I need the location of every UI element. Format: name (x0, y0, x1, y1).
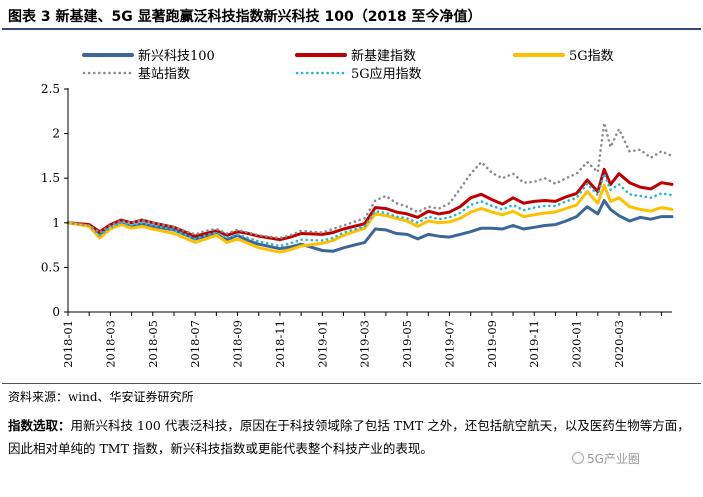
x-tick-label: 2019-01 (315, 320, 329, 368)
x-tick-label: 2019-03 (358, 320, 372, 368)
x-tick-label: 2018-07 (188, 320, 202, 368)
index-note: 指数选取：用新兴科技 100 代表泛科技，原因在于科技领域除了包括 TMT 之外… (8, 414, 698, 460)
y-tick-label: 2.5 (41, 82, 60, 96)
legend-label-3: 基站指数 (138, 67, 190, 82)
x-tick-label: 2019-09 (485, 320, 499, 368)
x-tick-label: 2020-03 (612, 320, 626, 368)
y-tick-label: 1 (52, 216, 60, 230)
chart-axes: 0 0.5 1 1.5 2 2.5 2018-01 2018-03 2018-05 2018-07… (41, 82, 672, 368)
x-tick-label: 2019-07 (442, 320, 456, 368)
legend-label-0: 新兴科技100 (138, 48, 215, 64)
y-tick-label: 0.5 (41, 260, 60, 274)
x-tick-label: 2020-01 (570, 320, 584, 368)
source-text: 资料来源：wind、华安证券研究所 (8, 390, 194, 404)
watermark-text: 5G产业圈 (587, 452, 640, 466)
y-tick-label: 1.5 (41, 171, 60, 185)
x-tick-label: 2018-11 (273, 320, 287, 368)
legend-label-4: 5G应用指数 (351, 66, 422, 82)
x-tick-label: 2018-01 (61, 320, 75, 368)
legend-label-1: 新基建指数 (351, 48, 416, 64)
plot-area (66, 121, 674, 254)
x-tick-label: 2018-03 (103, 320, 117, 368)
chart-title: 图表 3 新基建、5G 显著跑赢泛科技指数新兴科技 100（2018 至今净值） (8, 9, 482, 25)
watermark: 5G产业圈 (572, 450, 640, 467)
title-rule (2, 28, 701, 30)
x-tick-label: 2019-05 (400, 320, 414, 368)
source-rule (2, 383, 701, 384)
series-line-4 (66, 172, 674, 248)
x-tick-label: 2018-05 (146, 320, 160, 368)
y-tick-label: 0 (52, 305, 60, 319)
series-line-0 (66, 199, 674, 253)
watermark-logo-icon (572, 452, 584, 464)
legend-label-2: 5G指数 (569, 49, 614, 64)
x-tick-label: 2018-09 (231, 320, 245, 368)
series-line-3 (66, 121, 674, 240)
x-tick-label: 2019-11 (527, 320, 541, 368)
note-label: 指数选取： (8, 418, 71, 433)
y-tick-label: 2 (52, 127, 60, 141)
note-text: 用新兴科技 100 代表泛科技，原因在于科技领域除了包括 TMT 之外，还包括航… (8, 418, 690, 456)
series-line-2 (66, 183, 674, 254)
